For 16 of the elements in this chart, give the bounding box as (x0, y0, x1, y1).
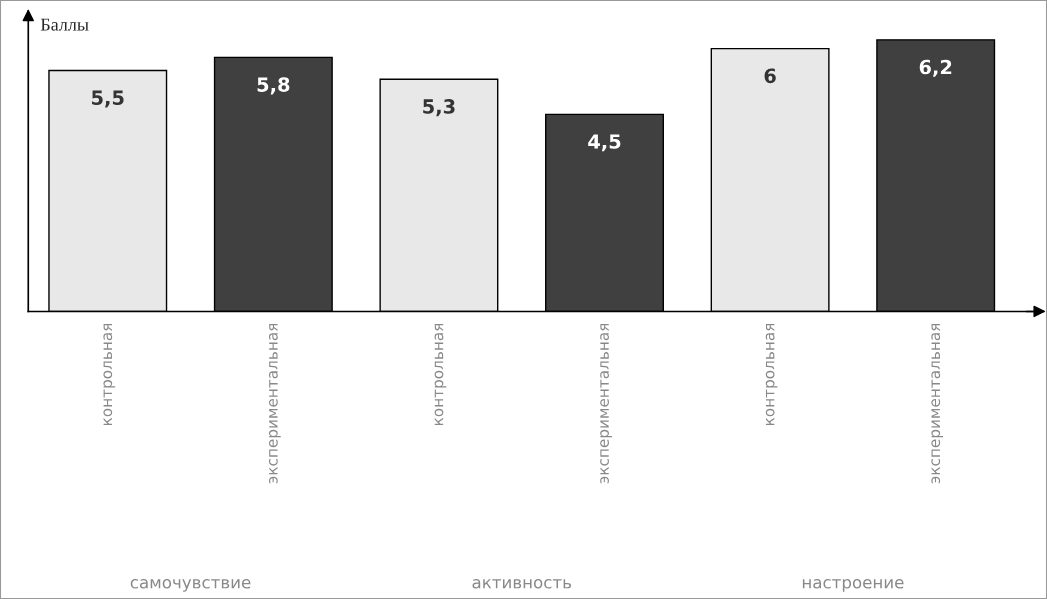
text: настроение (802, 579, 904, 592)
x-tick-label: контрольная (434, 323, 447, 426)
text: активность (472, 579, 571, 589)
data-label: 6 (764, 68, 776, 84)
x-tick-label: контрольная (103, 323, 116, 426)
x-tick-label: экспериментальная (269, 323, 281, 484)
x-tick-label: экспериментальная (600, 323, 612, 484)
data-label: 5,5 (92, 90, 124, 108)
x-tick-label: экспериментальная (931, 323, 944, 484)
text: самочувствие (130, 579, 251, 592)
data-label: 6,2 (919, 59, 952, 77)
data-label: 5,8 (257, 77, 290, 95)
data-label: 4,5 (588, 134, 621, 152)
y-axis-title: Баллы (40, 18, 89, 31)
data-label: 5,3 (423, 99, 455, 117)
x-tick-label: контрольная (765, 323, 778, 426)
